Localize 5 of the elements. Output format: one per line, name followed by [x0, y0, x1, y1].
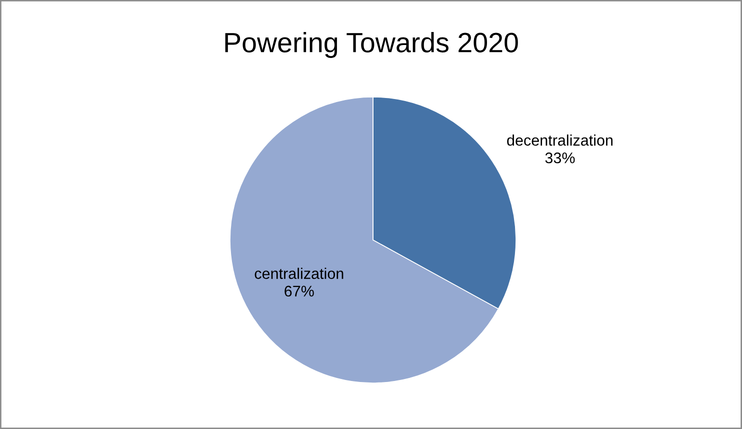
- slice-label: centralization: [254, 268, 344, 279]
- data-label: 33%: [545, 152, 575, 164]
- data-label: 67%: [284, 286, 314, 297]
- slice-label: decentralization: [507, 134, 613, 146]
- chart-title: Powering Towards 2020: [225, 32, 518, 58]
